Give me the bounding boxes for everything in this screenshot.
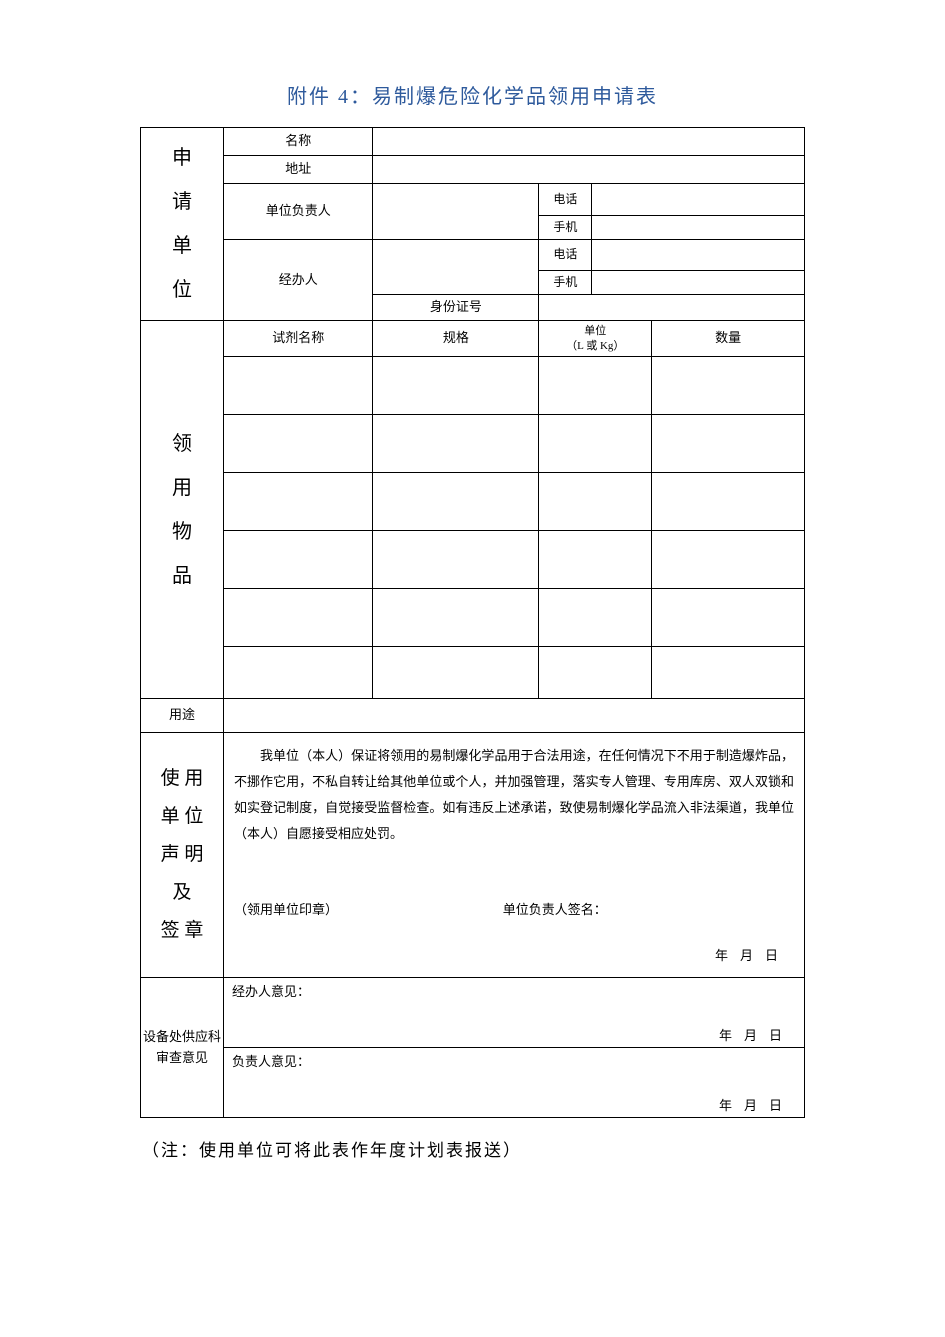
label-handler-phone: 电话 [539, 239, 592, 271]
item-row-4-reagent[interactable] [224, 531, 373, 589]
field-usage[interactable] [224, 699, 805, 733]
item-row-5-reagent[interactable] [224, 589, 373, 647]
item-row-1-qty[interactable] [652, 357, 805, 415]
label-handler: 经办人 [224, 239, 373, 321]
item-row-2-qty[interactable] [652, 415, 805, 473]
label-unit-leader: 单位负责人 [224, 184, 373, 240]
footnote: （注：使用单位可将此表作年度计划表报送） [140, 1136, 805, 1161]
col-spec: 规格 [373, 321, 539, 357]
item-row-3-reagent[interactable] [224, 473, 373, 531]
declaration-text: 我单位（本人）保证将领用的易制爆化学品用于合法用途，在任何情况下不用于制造爆炸品… [234, 743, 794, 847]
section-declaration-label: 使 用 单 位 声 明 及 签 章 [141, 733, 224, 978]
field-leader-phone[interactable] [592, 184, 805, 216]
review-handler-label: 经办人意见： [232, 982, 796, 1002]
review-leader-date: 年月日 [232, 1096, 796, 1116]
item-row-3-unit[interactable] [539, 473, 652, 531]
item-row-5-spec[interactable] [373, 589, 539, 647]
field-handler-phone[interactable] [592, 239, 805, 271]
item-row-1-spec[interactable] [373, 357, 539, 415]
form-title: 附件 4：易制爆危险化学品领用申请表 [140, 80, 805, 109]
item-row-5-unit[interactable] [539, 589, 652, 647]
stamp-label: （领用单位印章） [234, 897, 503, 923]
declaration-body: 我单位（本人）保证将领用的易制爆化学品用于合法用途，在任何情况下不用于制造爆炸品… [224, 733, 805, 978]
label-name: 名称 [224, 128, 373, 156]
item-row-2-reagent[interactable] [224, 415, 373, 473]
item-row-4-qty[interactable] [652, 531, 805, 589]
section-items-label: 领 用 物 品 [141, 321, 224, 699]
review-leader[interactable]: 负责人意见： 年月日 [224, 1048, 805, 1118]
review-handler-date: 年月日 [232, 1026, 796, 1046]
label-handler-mobile: 手机 [539, 271, 592, 295]
field-name[interactable] [373, 128, 805, 156]
item-row-2-spec[interactable] [373, 415, 539, 473]
review-handler[interactable]: 经办人意见： 年月日 [224, 978, 805, 1048]
item-row-3-qty[interactable] [652, 473, 805, 531]
field-leader-mobile[interactable] [592, 215, 805, 239]
field-address[interactable] [373, 156, 805, 184]
section-applicant-label: 申 请 单 位 [141, 128, 224, 321]
item-row-5-qty[interactable] [652, 589, 805, 647]
col-unit: 单位 （L 或 Kg） [539, 321, 652, 357]
item-row-1-reagent[interactable] [224, 357, 373, 415]
signature-label: 单位负责人签名： [503, 897, 794, 923]
field-handler[interactable] [373, 239, 539, 295]
item-row-6-reagent[interactable] [224, 647, 373, 699]
item-row-4-unit[interactable] [539, 531, 652, 589]
label-id-no: 身份证号 [373, 295, 539, 321]
label-leader-phone: 电话 [539, 184, 592, 216]
col-reagent: 试剂名称 [224, 321, 373, 357]
section-review-label: 设备处供应科 审查意见 [141, 978, 224, 1118]
item-row-3-spec[interactable] [373, 473, 539, 531]
item-row-1-unit[interactable] [539, 357, 652, 415]
item-row-6-unit[interactable] [539, 647, 652, 699]
label-leader-mobile: 手机 [539, 215, 592, 239]
review-leader-label: 负责人意见： [232, 1052, 796, 1072]
field-id-no[interactable] [539, 295, 805, 321]
declaration-date: 年月日 [234, 943, 794, 969]
item-row-4-spec[interactable] [373, 531, 539, 589]
label-usage: 用途 [141, 699, 224, 733]
field-handler-mobile[interactable] [592, 271, 805, 295]
application-form-table: 申 请 单 位 名称 地址 单位负责人 电话 手机 经办人 电话 手机 身份证号 [140, 127, 805, 1118]
field-unit-leader[interactable] [373, 184, 539, 240]
label-address: 地址 [224, 156, 373, 184]
col-qty: 数量 [652, 321, 805, 357]
item-row-2-unit[interactable] [539, 415, 652, 473]
item-row-6-qty[interactable] [652, 647, 805, 699]
item-row-6-spec[interactable] [373, 647, 539, 699]
